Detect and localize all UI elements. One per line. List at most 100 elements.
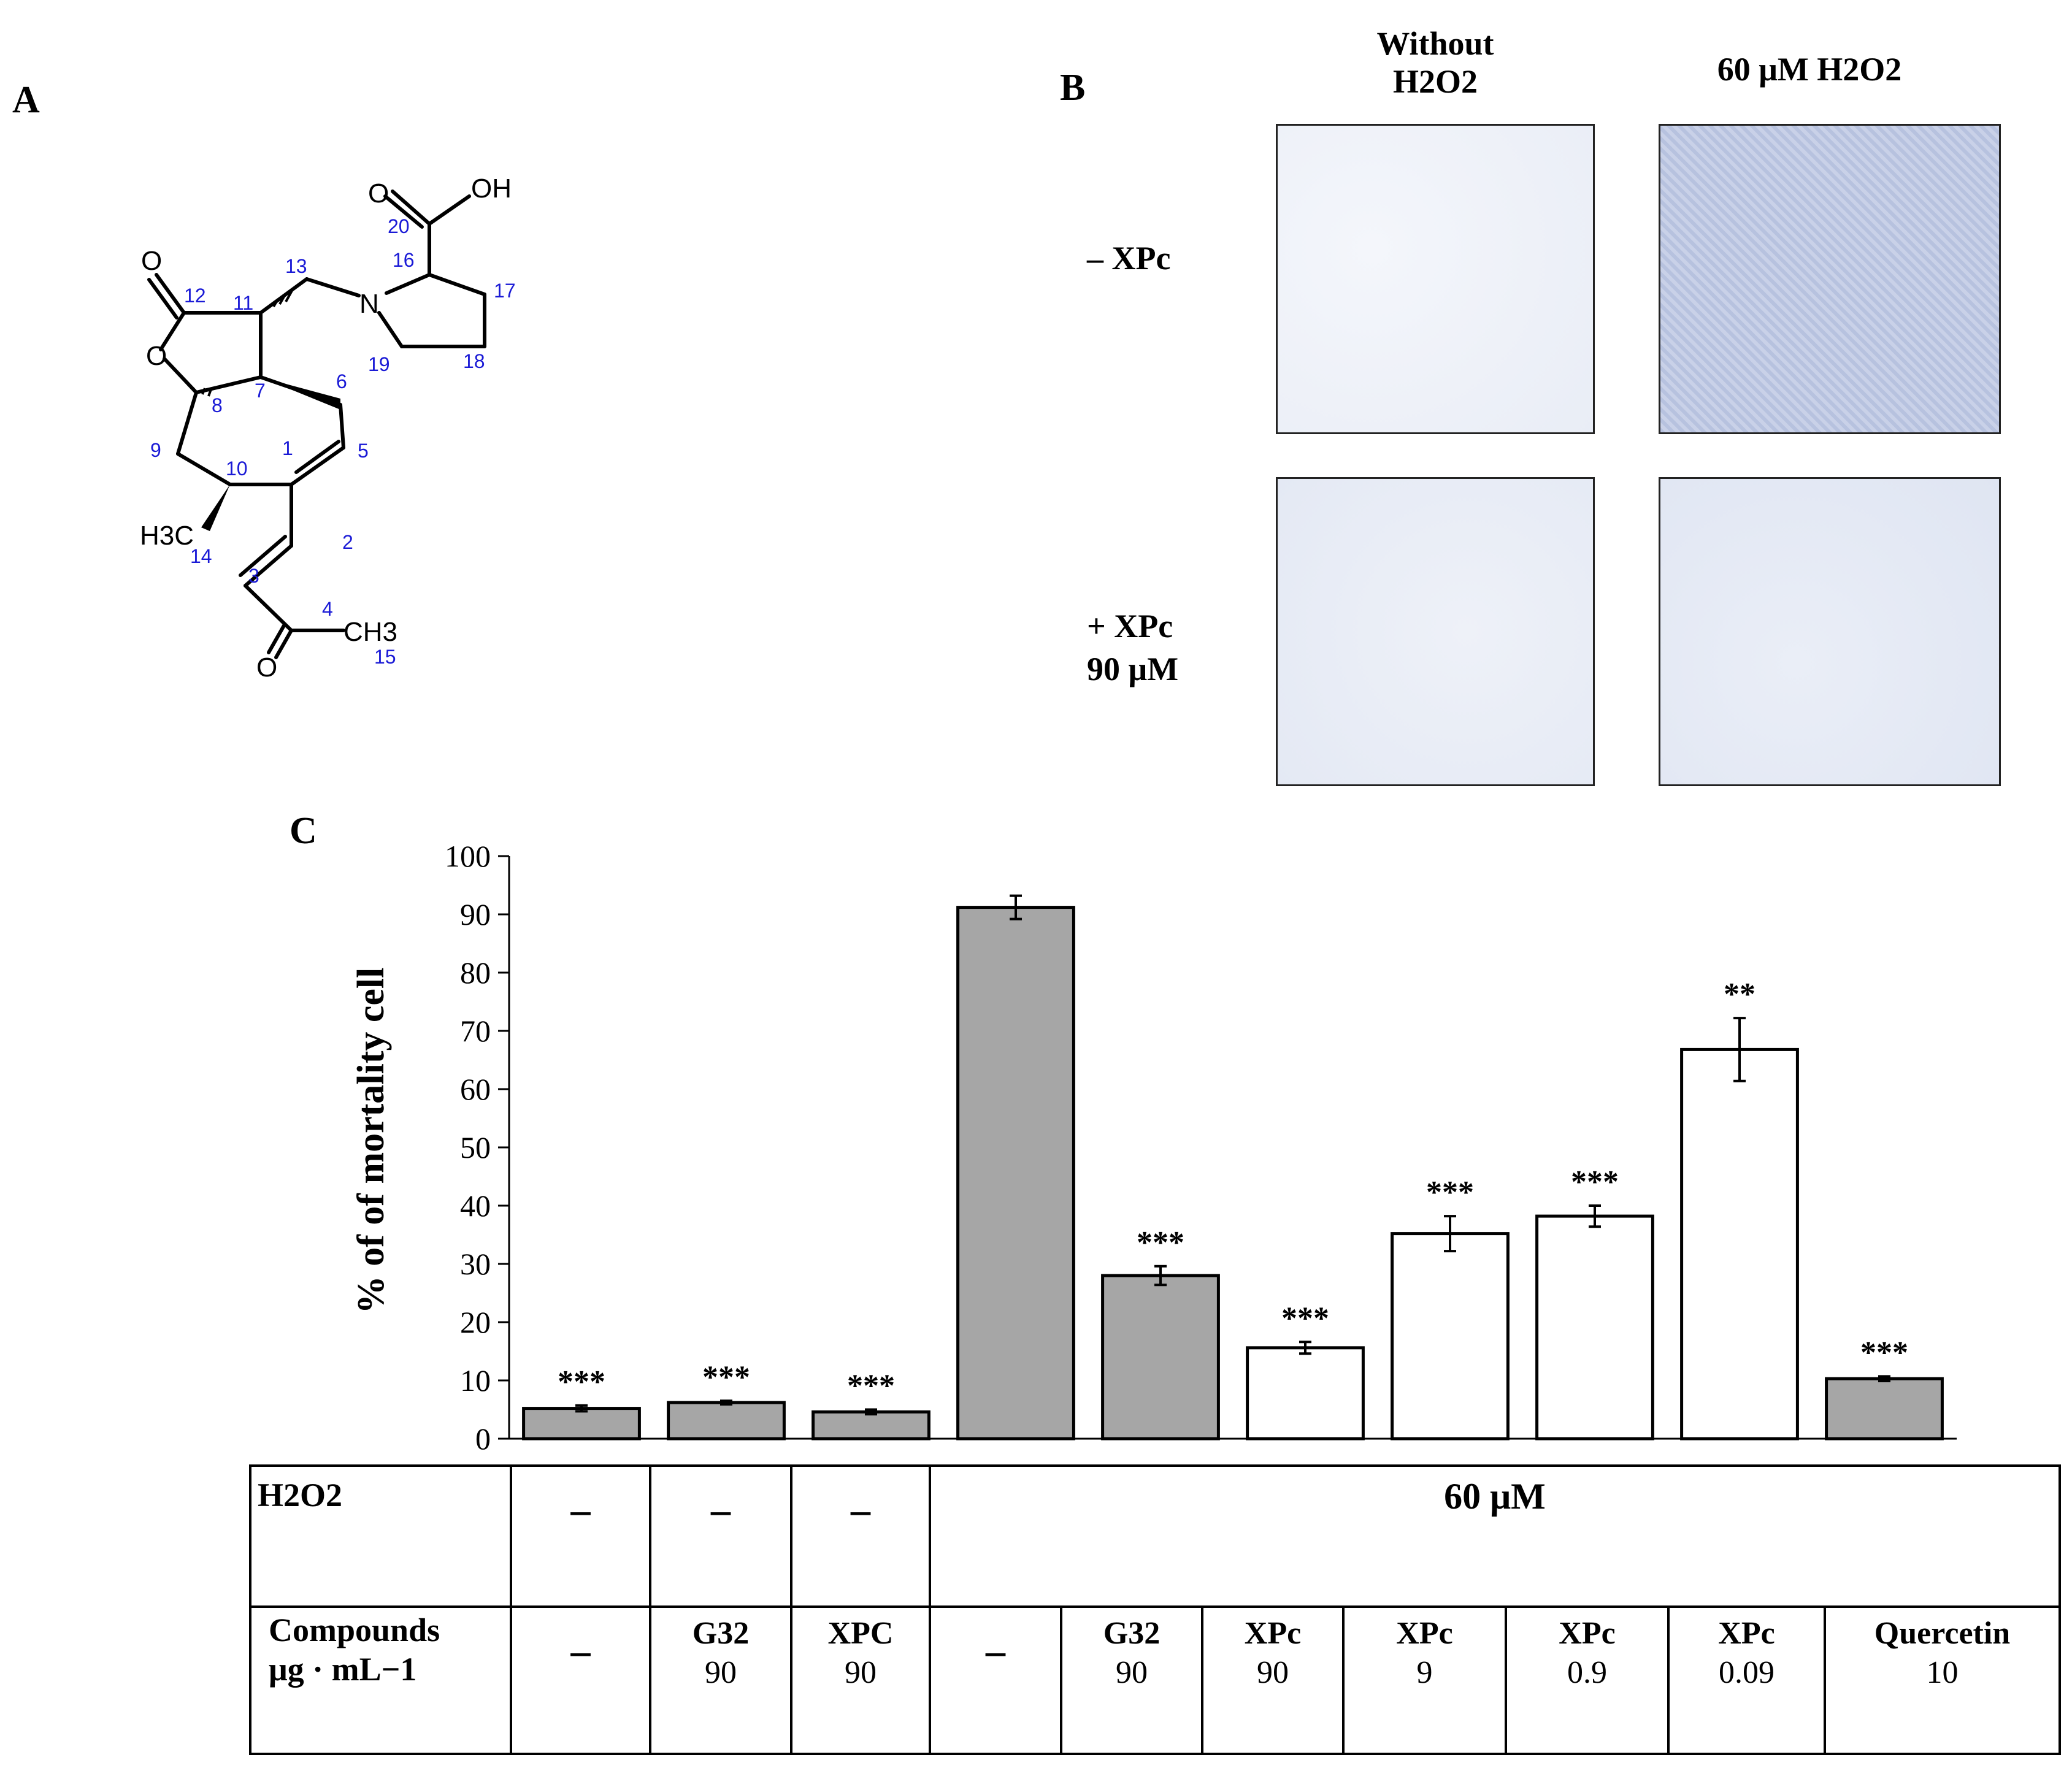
atom-o-ring: O	[146, 341, 167, 371]
bars: *** *** ************ ********	[522, 894, 1944, 1441]
bar	[522, 1407, 641, 1441]
compound-name: XPC	[827, 1616, 894, 1651]
atom-number: 15	[374, 646, 396, 668]
atom-number: 8	[212, 394, 223, 416]
bar	[1825, 1377, 1944, 1441]
y-tick-label: 0	[475, 1422, 491, 1456]
atom-ch3-left: H3C	[140, 521, 194, 551]
bar	[1246, 1346, 1365, 1441]
atom-number: 10	[226, 457, 248, 480]
compound-name: Quercetin	[1874, 1616, 2011, 1651]
y-tick-label: 100	[445, 839, 491, 873]
header-line: H2O2	[1392, 63, 1478, 100]
h2o2-cell: –	[711, 1488, 731, 1531]
compound-name: G32	[692, 1616, 750, 1651]
bar	[1680, 1047, 1799, 1441]
compound-dose: 0.9	[1567, 1655, 1607, 1690]
compound-cell: XPc 0.9	[1506, 1614, 1668, 1693]
micrograph-h2o2	[1659, 124, 2001, 434]
atom-number: 11	[233, 292, 253, 314]
atom-number: 3	[248, 565, 259, 587]
panel-label-c: C	[290, 810, 317, 852]
atom-number: 4	[322, 598, 333, 620]
atom-number: 14	[190, 545, 212, 567]
y-axis: 0 10 20 30 40 50 60 70 80 90 100	[445, 839, 1957, 1456]
atom-number: 1	[282, 437, 293, 459]
significance-label: **	[1724, 977, 1755, 1012]
h2o2-merged-cell: 60 μM	[1444, 1476, 1546, 1517]
atom-ch3-right: CH3	[343, 617, 397, 647]
y-tick-label: 50	[460, 1130, 491, 1165]
significance-label: ***	[1860, 1335, 1908, 1370]
y-axis-title: % of of mortality cell	[350, 968, 392, 1314]
micrograph-row-label-minus: – XPc	[1087, 239, 1170, 277]
atom-number: 2	[342, 531, 353, 553]
atom-n: N	[359, 289, 379, 319]
header-line: Without	[1376, 25, 1494, 62]
compound-cell: G32 90	[1061, 1614, 1202, 1693]
micrograph-row-label-plus: + XPc 90 μM	[1087, 605, 1178, 691]
h2o2-cell: –	[851, 1488, 870, 1531]
atom-number: 18	[463, 350, 485, 372]
micrograph-xpc	[1276, 477, 1595, 786]
atom-o-lactone-carbonyl: O	[141, 246, 162, 276]
h2o2-label: H2O2	[258, 1477, 343, 1514]
compound-cell: XPc 0.09	[1668, 1614, 1825, 1693]
compound-name: XPc	[1559, 1616, 1616, 1651]
atom-number: 20	[388, 215, 410, 237]
significance-label: ***	[847, 1369, 895, 1404]
significance-label: ***	[1426, 1175, 1474, 1210]
compound-name: –	[570, 1629, 591, 1672]
header-line: 60 μM H2O2	[1717, 51, 1902, 88]
significance-label: ***	[702, 1360, 750, 1395]
y-tick-label: 60	[460, 1072, 491, 1106]
atom-number: 16	[393, 249, 415, 271]
row-label-line: – XPc	[1087, 240, 1171, 277]
micrograph-xpc-h2o2	[1659, 477, 2001, 786]
atom-number: 12	[184, 285, 206, 307]
micrograph-header-h2o2: 60 μM H2O2	[1656, 50, 1963, 88]
compound-dose: 10	[1926, 1655, 1959, 1690]
compound-dose: 90	[1116, 1655, 1148, 1690]
compound-name: XPc	[1244, 1616, 1302, 1651]
panel-label-a: A	[12, 79, 40, 121]
bar	[667, 1401, 786, 1441]
compound-name: G32	[1103, 1616, 1161, 1651]
bar	[1101, 1274, 1220, 1441]
panel-label-b: B	[1060, 67, 1086, 109]
atom-number: 19	[368, 353, 390, 375]
y-tick-label: 70	[460, 1014, 491, 1048]
atom-number: 7	[255, 380, 266, 402]
y-tick-label: 10	[460, 1363, 491, 1398]
compound-name: XPc	[1718, 1616, 1775, 1651]
compound-cell: XPc 9	[1343, 1614, 1506, 1693]
compound-dose: 90	[705, 1655, 737, 1690]
y-tick-label: 90	[460, 897, 491, 932]
significance-label: ***	[1137, 1225, 1184, 1260]
y-tick-label: 30	[460, 1247, 491, 1281]
row-label-line: 90 μM	[1087, 651, 1179, 687]
h2o2-cell: –	[570, 1488, 591, 1531]
h2o2-row-label: H2O2	[258, 1475, 429, 1515]
compounds-row-label: Compounds μg · mL−1	[269, 1610, 508, 1689]
compound-name: XPc	[1396, 1616, 1453, 1651]
compounds-label-line: Compounds	[269, 1612, 440, 1648]
compound-dose: 90	[1257, 1655, 1289, 1690]
compound-cell: –	[511, 1631, 650, 1670]
significance-label: ***	[1281, 1301, 1329, 1336]
compound-name: –	[986, 1629, 1005, 1672]
compound-cell: XPC 90	[791, 1614, 930, 1693]
compound-cell: –	[930, 1631, 1061, 1670]
atom-number: 9	[150, 439, 161, 461]
compound-cell: XPc 90	[1202, 1614, 1343, 1693]
atom-o-ketone: O	[256, 652, 277, 683]
micrograph-header-without: Without H2O2	[1319, 25, 1552, 101]
atom-number: 13	[285, 255, 307, 277]
atom-number: 6	[336, 370, 347, 392]
compound-dose: 9	[1416, 1655, 1433, 1690]
atom-number: 5	[358, 440, 369, 462]
bar	[956, 906, 1075, 1441]
compound-dose: 0.09	[1719, 1655, 1775, 1690]
